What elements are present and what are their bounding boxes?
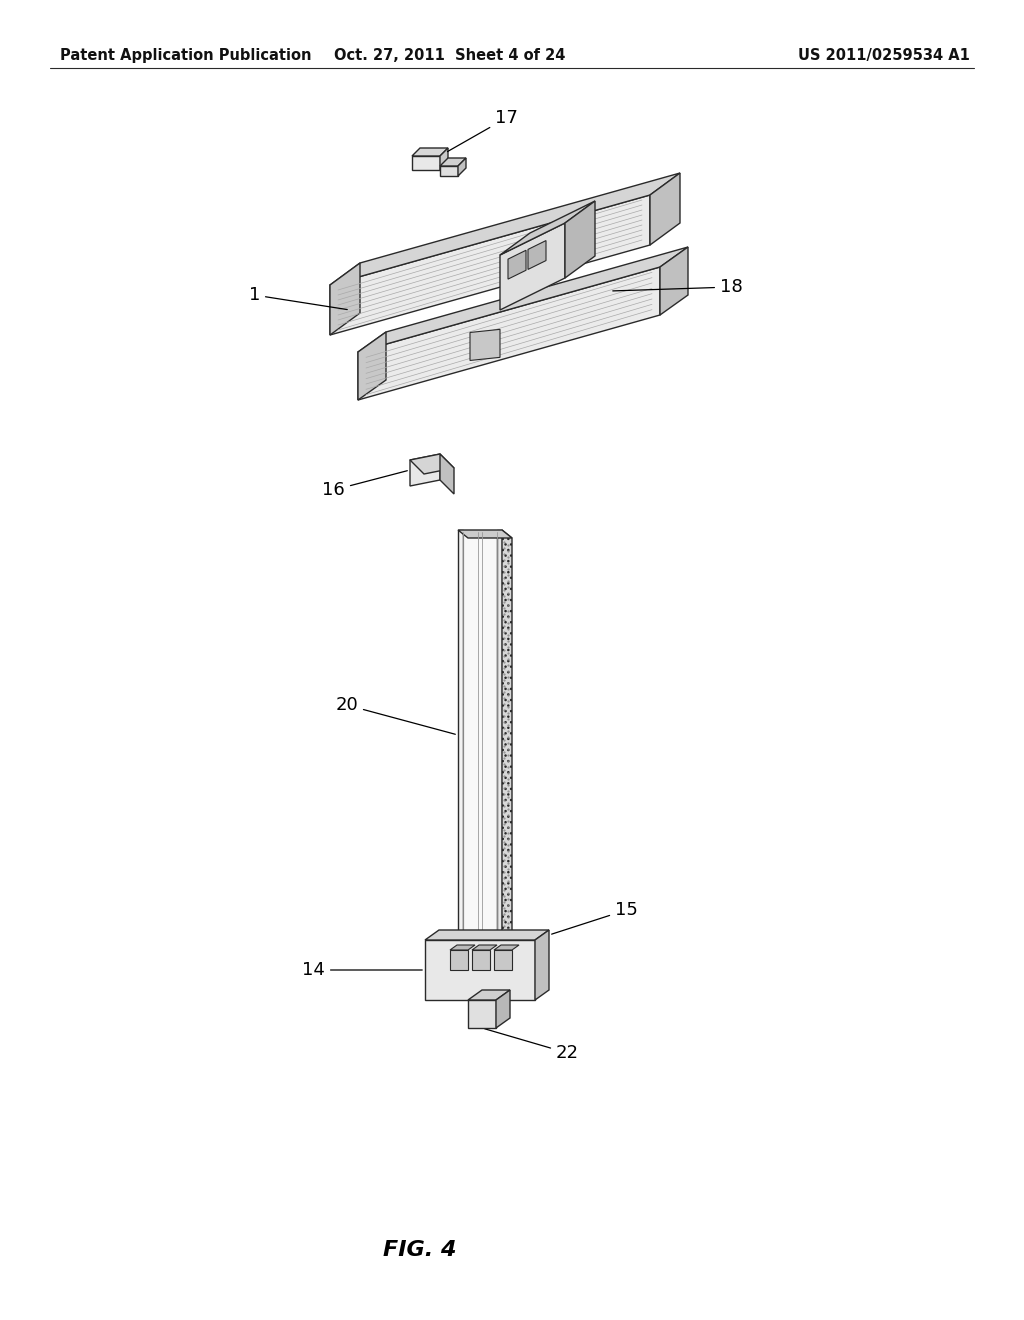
Text: 14: 14 [302, 961, 422, 979]
Text: Patent Application Publication: Patent Application Publication [60, 48, 311, 63]
Polygon shape [358, 247, 688, 352]
Polygon shape [410, 454, 454, 474]
Polygon shape [458, 531, 512, 539]
Polygon shape [440, 454, 454, 494]
Polygon shape [412, 156, 440, 170]
Polygon shape [535, 931, 549, 1001]
Polygon shape [496, 990, 510, 1028]
Text: FIG. 4: FIG. 4 [383, 1239, 457, 1261]
Text: 16: 16 [323, 471, 408, 499]
Polygon shape [497, 531, 502, 940]
Text: 22: 22 [484, 1028, 579, 1063]
Text: 20: 20 [335, 696, 456, 734]
Polygon shape [470, 330, 500, 360]
Polygon shape [425, 940, 535, 1001]
Text: Oct. 27, 2011  Sheet 4 of 24: Oct. 27, 2011 Sheet 4 of 24 [334, 48, 565, 63]
Polygon shape [330, 195, 650, 335]
Polygon shape [410, 454, 440, 486]
Polygon shape [650, 173, 680, 246]
Polygon shape [472, 950, 490, 970]
Polygon shape [412, 148, 449, 156]
Polygon shape [500, 223, 565, 310]
Polygon shape [494, 950, 512, 970]
Polygon shape [425, 931, 549, 940]
Polygon shape [528, 240, 546, 269]
Polygon shape [508, 251, 526, 279]
Polygon shape [468, 990, 510, 1001]
Polygon shape [358, 333, 386, 400]
Polygon shape [472, 945, 497, 950]
Polygon shape [450, 950, 468, 970]
Polygon shape [458, 531, 463, 940]
Polygon shape [440, 158, 466, 166]
Text: US 2011/0259534 A1: US 2011/0259534 A1 [798, 48, 970, 63]
Polygon shape [565, 201, 595, 279]
Text: 5: 5 [522, 216, 592, 264]
Polygon shape [500, 201, 595, 255]
Polygon shape [458, 158, 466, 176]
Polygon shape [330, 173, 680, 285]
Polygon shape [463, 531, 497, 940]
Polygon shape [494, 945, 519, 950]
Polygon shape [440, 166, 458, 176]
Polygon shape [660, 247, 688, 315]
Text: 17: 17 [447, 110, 518, 152]
Text: 1: 1 [249, 286, 347, 310]
Text: 18: 18 [612, 279, 742, 296]
Polygon shape [440, 148, 449, 170]
Polygon shape [358, 267, 660, 400]
Polygon shape [450, 945, 475, 950]
Polygon shape [468, 1001, 496, 1028]
Polygon shape [502, 531, 512, 948]
Text: 15: 15 [552, 902, 638, 935]
Polygon shape [330, 263, 360, 335]
